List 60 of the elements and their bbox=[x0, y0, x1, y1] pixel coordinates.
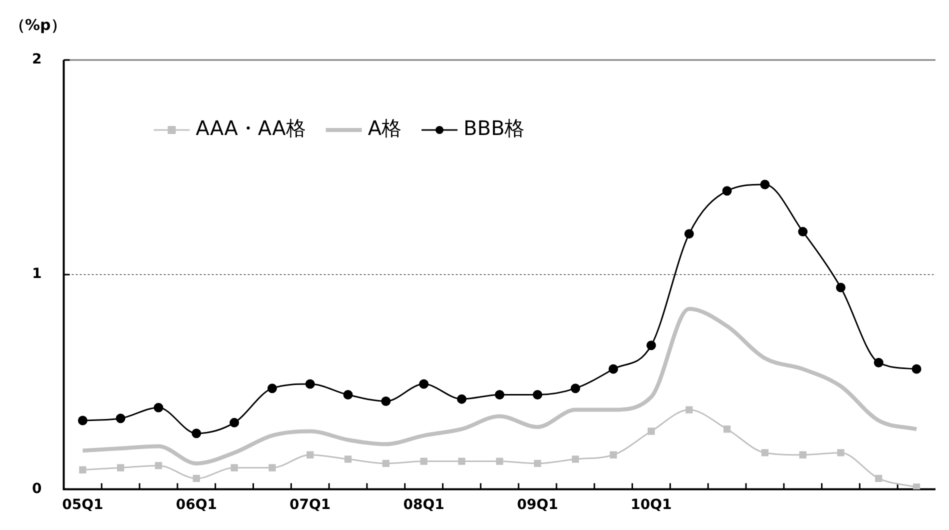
point bbox=[610, 451, 617, 458]
point bbox=[684, 229, 694, 239]
legend-label: BBB格 bbox=[464, 116, 525, 140]
point bbox=[382, 460, 390, 468]
point bbox=[230, 464, 238, 472]
legend-label: A格 bbox=[368, 116, 402, 140]
point bbox=[116, 414, 126, 424]
x-tick-label: 07Q1 bbox=[290, 497, 331, 514]
point bbox=[534, 460, 542, 468]
y-tick-label: 1 bbox=[32, 266, 42, 282]
y-tick-label: 2 bbox=[32, 52, 42, 68]
point bbox=[458, 458, 466, 465]
point bbox=[230, 418, 240, 428]
point bbox=[646, 340, 656, 350]
point bbox=[912, 364, 922, 374]
point bbox=[268, 464, 276, 472]
x-tick-label: 09Q1 bbox=[516, 497, 558, 514]
x-tick-label: 05Q1 bbox=[62, 497, 104, 514]
y-tick-label: 0 bbox=[32, 480, 42, 497]
point bbox=[419, 379, 429, 389]
point bbox=[78, 416, 88, 426]
point bbox=[761, 449, 769, 456]
point bbox=[608, 364, 618, 374]
point bbox=[344, 456, 352, 463]
point bbox=[420, 458, 428, 465]
y-axis-title: （%p） bbox=[10, 16, 66, 34]
point bbox=[912, 483, 920, 490]
point bbox=[648, 428, 655, 435]
point bbox=[723, 426, 731, 433]
x-tick-label: 08Q1 bbox=[403, 497, 444, 514]
point bbox=[722, 186, 732, 196]
point bbox=[192, 474, 200, 482]
point bbox=[874, 358, 884, 368]
point bbox=[494, 390, 504, 400]
point bbox=[799, 451, 806, 458]
point bbox=[117, 464, 124, 472]
point bbox=[570, 384, 580, 394]
point bbox=[875, 474, 882, 482]
point bbox=[154, 462, 162, 470]
point bbox=[456, 394, 466, 404]
point bbox=[798, 226, 808, 236]
point bbox=[760, 180, 770, 190]
point bbox=[79, 466, 86, 474]
point bbox=[837, 449, 844, 456]
point bbox=[836, 282, 846, 292]
line-series bbox=[80, 306, 919, 466]
point bbox=[154, 402, 164, 412]
point bbox=[305, 379, 315, 389]
point bbox=[572, 456, 580, 463]
x-tick-label: 06Q1 bbox=[176, 497, 217, 514]
point bbox=[343, 390, 353, 400]
point bbox=[686, 406, 693, 414]
point bbox=[532, 390, 542, 400]
point bbox=[496, 458, 504, 465]
point bbox=[381, 396, 391, 406]
point bbox=[306, 451, 314, 458]
point bbox=[192, 428, 202, 438]
x-tick-label: 10Q1 bbox=[630, 497, 672, 514]
legend-label: AAA・AA格 bbox=[196, 116, 306, 140]
point bbox=[267, 384, 277, 394]
